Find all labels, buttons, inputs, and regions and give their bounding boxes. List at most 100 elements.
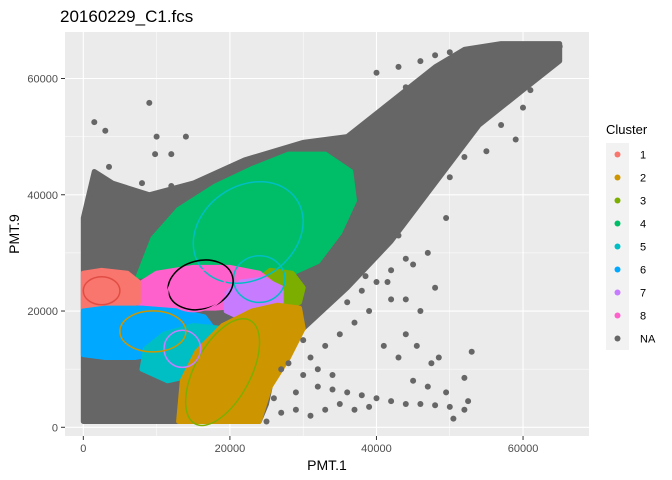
scatter-point <box>424 383 431 390</box>
scatter-point <box>91 191 98 198</box>
legend-label-2: 2 <box>640 173 646 185</box>
scatter-point <box>424 75 431 82</box>
scatter-point <box>109 203 116 210</box>
scatter-point <box>395 354 402 361</box>
scatter-point <box>432 98 439 105</box>
scatter-point <box>366 403 373 410</box>
cluster-8-ellipse <box>167 269 227 313</box>
scatter-point <box>373 69 380 76</box>
scatter-point <box>461 406 468 413</box>
x-tick-label: 40000 <box>361 443 392 455</box>
cluster-1-ellipse <box>82 275 121 306</box>
scatter-point <box>465 398 472 405</box>
scatter-point <box>556 43 563 50</box>
legend-label-8: 8 <box>640 311 646 323</box>
scatter-point <box>446 69 453 76</box>
cluster-2-points <box>176 302 306 424</box>
scatter-point <box>446 49 453 56</box>
scatter-point <box>417 116 424 123</box>
x-tick-label: 20000 <box>215 443 246 455</box>
scatter-point <box>520 104 526 111</box>
scatter-point <box>450 415 457 422</box>
scatter-point <box>314 366 321 373</box>
scatter-point <box>461 374 468 381</box>
scatter-point <box>366 308 373 314</box>
scatter-point <box>146 99 153 106</box>
legend-key-7 <box>614 289 621 296</box>
scatter-point <box>483 104 490 111</box>
scatter-point <box>307 354 314 361</box>
scatter-point <box>362 273 369 280</box>
scatter-point <box>402 296 409 303</box>
scatter-point <box>344 299 351 306</box>
legend-key-5 <box>614 243 621 250</box>
scatter-point <box>292 389 299 396</box>
legend-label-6: 6 <box>640 265 646 277</box>
scatter-point <box>358 168 365 175</box>
scatter-point <box>461 154 468 160</box>
x-axis-ticks: 0 20000 40000 60000 <box>80 436 538 455</box>
scatter-point <box>351 319 358 326</box>
scatter-point <box>395 63 402 70</box>
legend-key-NA <box>614 335 621 342</box>
scatter-point <box>168 151 175 158</box>
scatter-point <box>91 119 98 126</box>
scatter-point <box>505 63 512 70</box>
scatter-point <box>380 209 387 216</box>
scatter-point <box>384 279 391 285</box>
scatter-point <box>402 255 409 262</box>
scatter-point <box>424 249 431 256</box>
y-tick-label: 0 <box>52 422 58 434</box>
y-axis-title: PMT.9 <box>6 214 22 254</box>
scatter-point <box>270 395 277 402</box>
scatter-point <box>468 348 475 355</box>
cluster-4-ellipse <box>192 180 304 285</box>
scatter-point <box>402 133 409 140</box>
x-tick-label: 0 <box>80 443 86 455</box>
scatter-point <box>527 87 534 94</box>
scatter-point <box>344 389 351 396</box>
scatter-point <box>102 215 109 221</box>
scatter-point <box>483 148 490 155</box>
scatter-point <box>300 337 307 344</box>
legend-label-4: 4 <box>640 219 646 231</box>
scatter-point <box>95 174 101 181</box>
legend-title: Cluster <box>606 122 648 137</box>
scatter-point <box>106 163 112 170</box>
scatter-point <box>307 412 314 419</box>
scatter-point <box>366 220 373 227</box>
scatter-point <box>292 406 299 413</box>
scatter-point <box>446 403 453 410</box>
scatter-point <box>446 174 453 181</box>
chart-title: 20160229_C1.fcs <box>60 7 193 26</box>
scatter-point <box>417 308 424 314</box>
legend-label-NA: NA <box>640 334 656 346</box>
scatter-point <box>549 46 556 53</box>
scatter-point <box>432 52 439 59</box>
y-tick-label: 40000 <box>27 190 58 202</box>
scatter-point <box>329 386 336 393</box>
scatter-point <box>443 215 450 221</box>
scatter-point <box>468 87 475 94</box>
legend-key-8 <box>614 312 621 319</box>
cluster-7-ellipse <box>167 259 234 311</box>
scatter-point <box>336 331 343 338</box>
y-axis-ticks: 0 20000 40000 60000 <box>27 74 65 434</box>
scatter-point <box>443 389 450 396</box>
data-layer <box>80 41 563 427</box>
scatter-point <box>314 383 321 390</box>
scatter-point <box>402 84 409 91</box>
legend-label-3: 3 <box>640 196 646 208</box>
scatter-point <box>512 136 519 143</box>
scatter-point <box>329 372 336 378</box>
scatter-point <box>139 180 145 187</box>
scatter-point <box>373 156 380 163</box>
scatter-point <box>120 191 127 198</box>
scatter-point <box>168 183 175 189</box>
scatter-point <box>388 267 395 274</box>
scatter-point <box>300 372 307 378</box>
scatter-point <box>322 342 329 349</box>
scatter-point <box>402 331 409 338</box>
legend-key-1 <box>614 151 621 158</box>
